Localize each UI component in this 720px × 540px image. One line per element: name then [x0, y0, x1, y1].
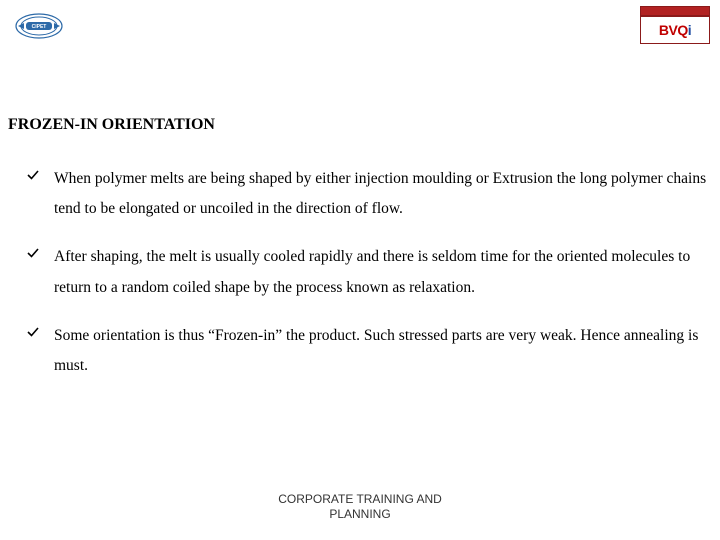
- bvqi-box: BVQi: [640, 16, 710, 44]
- bullet-text: Some orientation is thus “Frozen-in” the…: [54, 327, 698, 374]
- slide-title: FROZEN-IN ORIENTATION: [8, 116, 712, 134]
- check-icon: [26, 168, 40, 182]
- footer-line-1: CORPORATE TRAINING AND: [0, 492, 720, 507]
- slide-content: FROZEN-IN ORIENTATION When polymer melts…: [0, 58, 720, 381]
- bullet-text: After shaping, the melt is usually coole…: [54, 248, 690, 295]
- bullet-list: When polymer melts are being shaped by e…: [8, 164, 712, 381]
- cipet-logo-text: CIPET: [32, 24, 47, 30]
- list-item: When polymer melts are being shaped by e…: [26, 164, 712, 224]
- slide-header: CIPET BVQi: [0, 0, 720, 58]
- check-icon: [26, 325, 40, 339]
- bvqi-text-a: BVQ: [659, 22, 688, 38]
- list-item: After shaping, the melt is usually coole…: [26, 242, 712, 302]
- check-icon: [26, 246, 40, 260]
- cipet-logo: CIPET: [14, 6, 64, 46]
- bvqi-text-b: i: [688, 22, 691, 38]
- list-item: Some orientation is thus “Frozen-in” the…: [26, 321, 712, 381]
- slide-footer: CORPORATE TRAINING AND PLANNING: [0, 492, 720, 522]
- footer-line-2: PLANNING: [0, 507, 720, 522]
- bvqi-logo: BVQi: [640, 6, 710, 44]
- bullet-text: When polymer melts are being shaped by e…: [54, 170, 706, 217]
- iso-bar: [640, 6, 710, 16]
